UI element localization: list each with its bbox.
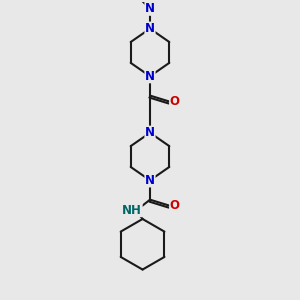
Text: O: O <box>170 95 180 108</box>
Text: N: N <box>145 22 155 35</box>
Text: NH: NH <box>122 204 142 217</box>
Text: N: N <box>145 174 155 187</box>
Text: N: N <box>145 70 155 83</box>
Text: O: O <box>170 199 180 212</box>
Text: N: N <box>145 2 155 15</box>
Text: N: N <box>145 126 155 139</box>
